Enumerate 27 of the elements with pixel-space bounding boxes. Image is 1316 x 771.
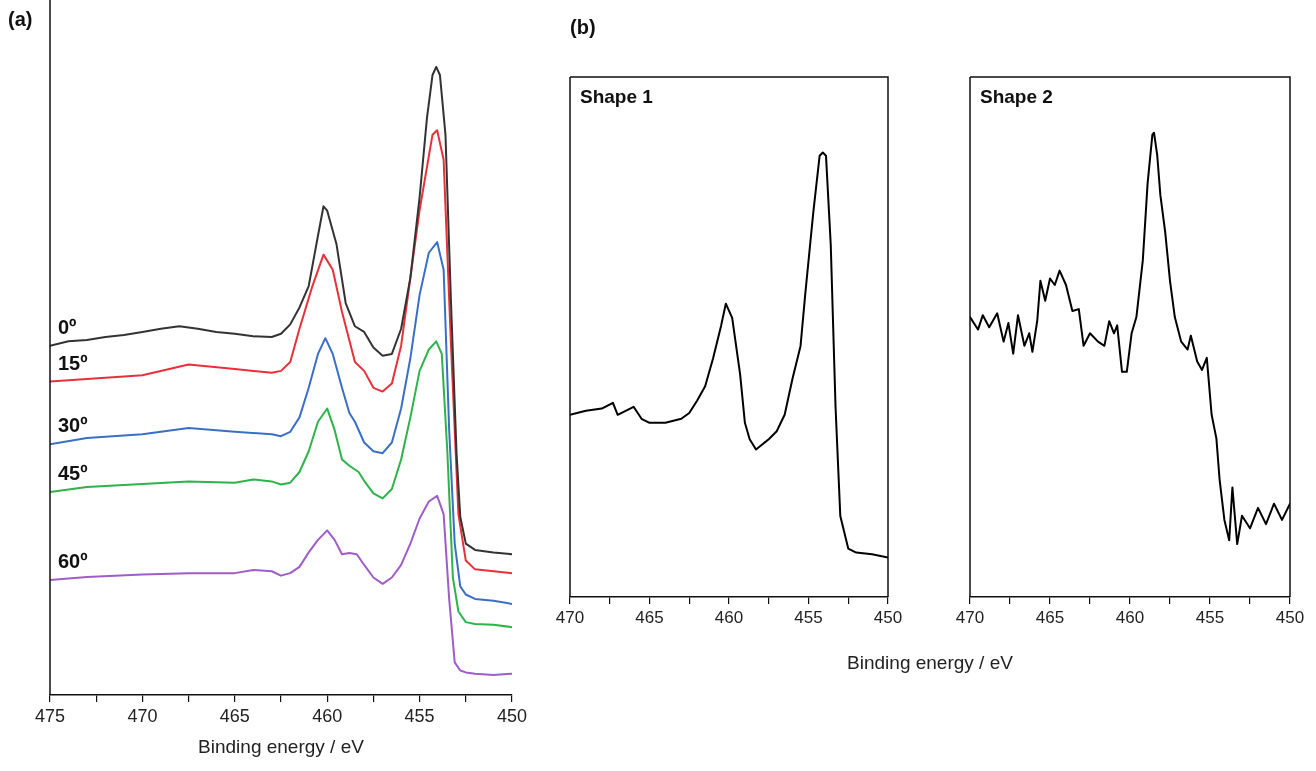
x-tick-label: 455 bbox=[794, 607, 823, 627]
x-tick-label: 450 bbox=[496, 705, 528, 726]
x-tick-label: 450 bbox=[873, 607, 903, 627]
x-tick-label: 470 bbox=[127, 705, 158, 726]
chart-title: (a) bbox=[8, 8, 33, 31]
x-tick-label: 460 bbox=[1115, 607, 1145, 627]
x-tick-label: 460 bbox=[312, 705, 343, 726]
x-tick-label: 455 bbox=[1195, 607, 1225, 627]
x-tick-label: 470 bbox=[955, 607, 985, 627]
x-tick-label: 465 bbox=[1035, 607, 1065, 627]
chart-subtitle: Shape 2 bbox=[980, 86, 1053, 107]
series-label: 45º bbox=[58, 462, 88, 485]
x-axis-title: Binding energy / eV bbox=[846, 652, 1014, 674]
x-tick-label: 455 bbox=[404, 705, 435, 726]
chart-subtitle: Shape 1 bbox=[580, 86, 654, 107]
x-tick-label: 465 bbox=[219, 705, 250, 726]
x-tick-label: 470 bbox=[555, 607, 585, 627]
x-tick-label: 475 bbox=[34, 705, 66, 726]
series-label: 15º bbox=[58, 351, 88, 374]
x-axis-title: Binding energy / eV bbox=[197, 736, 365, 758]
x-tick-label: 450 bbox=[1275, 607, 1305, 627]
series-label: 30º bbox=[58, 414, 88, 437]
series-label: 0º bbox=[58, 315, 77, 338]
x-tick-label: 465 bbox=[635, 607, 664, 627]
chart-title: (b) bbox=[570, 16, 596, 39]
x-tick-label: 460 bbox=[714, 607, 744, 627]
series-label: 60º bbox=[58, 550, 88, 573]
